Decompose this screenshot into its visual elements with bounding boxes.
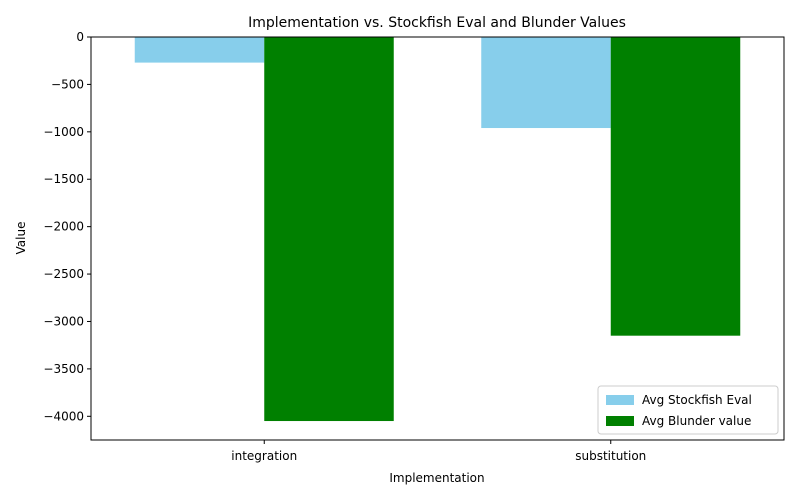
bar-avg-stockfish-eval-substitution <box>481 37 611 129</box>
x-axis-label: Implementation <box>389 471 484 485</box>
y-tick-label: −2500 <box>43 267 84 281</box>
y-tick-label: −1000 <box>43 125 84 139</box>
axes-frame <box>90 36 785 441</box>
y-tick-label: −2000 <box>43 220 84 234</box>
bar-avg-blunder-value-integration <box>264 37 394 422</box>
legend-box <box>597 385 779 435</box>
legend: Avg Stockfish Eval Avg Blunder value <box>597 385 779 435</box>
chart-title: Implementation vs. Stockfish Eval and Bl… <box>248 15 626 31</box>
x-tick-label: substitution <box>575 449 646 463</box>
plot-area <box>134 37 741 422</box>
bar-avg-stockfish-eval-integration <box>134 37 265 63</box>
y-axis-label: Value <box>14 222 28 255</box>
y-tick-label: −500 <box>51 77 84 91</box>
bar-avg-blunder-value-substitution <box>610 37 741 336</box>
y-tick-label: −3000 <box>43 314 84 328</box>
legend-label: Avg Stockfish Eval <box>642 393 752 407</box>
y-tick-label: 0 <box>76 30 84 44</box>
y-axis: 0 −500 −1000 −1500 −2000 −2500 −3000 −3500 −4000 <box>43 30 91 423</box>
legend-label: Avg Blunder value <box>642 414 751 428</box>
y-tick-label: −4000 <box>43 409 84 423</box>
legend-swatch <box>606 416 634 426</box>
y-tick-label: −3500 <box>43 362 84 376</box>
x-axis: integration substitution <box>231 440 646 463</box>
x-tick-label: integration <box>231 449 297 463</box>
legend-swatch <box>606 395 634 405</box>
y-tick-label: −1500 <box>43 172 84 186</box>
